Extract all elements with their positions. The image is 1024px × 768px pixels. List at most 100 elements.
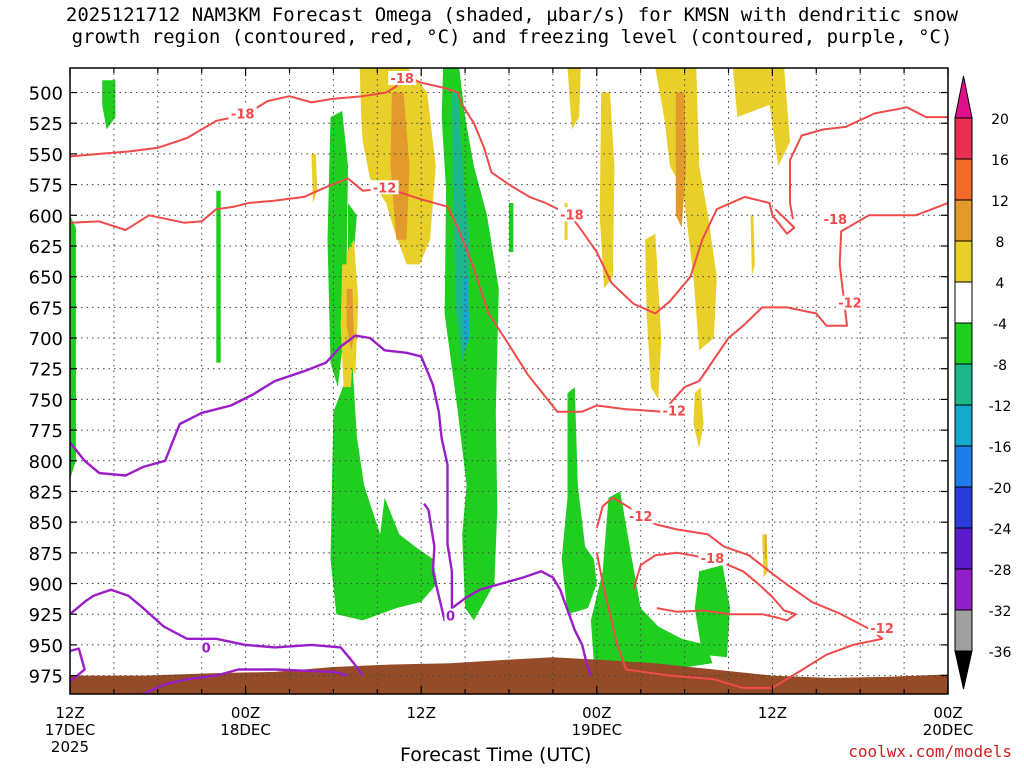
freezing-contour [142,668,349,694]
x-tick-label: 12Z [55,704,84,722]
y-axis-ticks: 500 525 550 575 600 625 650 675 700 725 750 775 800 8… [29,84,948,688]
contour-label-bg [370,180,399,195]
omega-region [590,491,713,670]
grid-lines [70,68,948,694]
omega-region [675,92,687,228]
freezing-contour [70,588,364,677]
colorbar-band [954,486,973,529]
dgz-contour-label: -18 [231,108,255,123]
x-tick-label: 19DEC [572,721,623,739]
omega-region [70,215,76,480]
omega-region [599,92,615,289]
title-line-2: growth region (contoured, red, °C) and f… [71,26,953,48]
freezing-contour [70,647,86,683]
y-tick-label: 525 [29,114,63,135]
dgz-contour-label: -12 [629,510,653,525]
colorbar-label: -24 [989,522,1012,538]
colorbar-label: -36 [989,645,1012,661]
contour-labels: -18 -18 -12 -18 -18 -12 -12 -12 -18 -12 0 0 [200,71,897,657]
colorbar-band [954,363,973,406]
freezing-contour-label: 0 [202,642,211,657]
contour-label-bg [626,509,655,524]
contour-label-bg [698,550,727,565]
x-tick-label: 00Z [231,704,260,722]
omega-region [330,362,438,621]
y-tick-label: 625 [29,237,63,258]
colorbar-label: 16 [991,153,1009,169]
colorbar-label: -12 [989,399,1012,415]
dgz-contour [70,177,948,413]
contour-label-bg [868,620,897,635]
y-tick-label: 550 [29,145,63,166]
y-tick-label: 650 [29,268,63,289]
y-tick-label: 500 [29,84,63,105]
y-tick-label: 950 [29,636,63,657]
dgz-contour-label: -12 [663,405,687,420]
contour-label-bg [388,71,417,86]
colorbar-label: 20 [991,112,1009,128]
colorbar-band [954,527,973,570]
x-tick-label: 12Z [407,704,436,722]
colorbar-band [954,568,973,611]
dgz-contour-label: -18 [824,213,848,228]
y-tick-label: 800 [29,452,63,473]
omega-region [645,233,662,400]
colorbar-band [954,609,973,652]
omega-region [765,534,767,559]
contour-label-bg [228,106,257,121]
contour-label-bg [835,295,864,310]
colorbar-label: -4 [993,317,1007,333]
colorbar-label: -8 [993,358,1007,374]
omega-region [567,68,581,130]
dgz-contour-label: -18 [701,552,725,567]
y-tick-label: 675 [29,298,63,319]
freezing-contour [451,570,593,676]
x-tick-label: 00Z [933,704,962,722]
x-tick-label: 18DEC [220,721,271,739]
colorbar-band [954,117,973,160]
y-tick-label: 575 [29,176,63,197]
omega-region [462,276,470,351]
colorbar-band [954,199,973,242]
chart-title: 2025121712 NAM3KM Forecast Omega (shaded… [0,4,1024,48]
dgz-contour-label: -12 [838,297,862,312]
title-line-1: 2025121712 NAM3KM Forecast Omega (shaded… [65,4,959,26]
x-tick-label: 20DEC [923,721,974,739]
y-tick-label: 975 [29,667,63,688]
dgz-contour [789,106,948,220]
y-tick-label: 775 [29,421,63,442]
colorbar: 20 16 12 8 4 -4 -8 -12 -16 -20 -24 -28 -32 -36 [954,75,1012,690]
colorbar-label: 4 [996,276,1005,292]
freezing-contour [70,334,454,622]
x-tick-label: 2025 [51,738,89,756]
omega-region [561,387,597,615]
colorbar-label: -16 [989,440,1012,456]
contour-label-bg [660,403,689,418]
omega-region [346,288,354,351]
contour-label-bg [200,640,213,655]
colorbar-band [954,158,973,201]
contour-label-bg [557,207,586,222]
y-tick-label: 875 [29,544,63,565]
colorbar-top-extension [954,75,973,119]
contour-label-bg [444,608,457,623]
dgz-contour-label: -18 [560,208,584,223]
omega-shading [70,68,790,670]
omega-region [390,92,410,240]
colorbar-label: -32 [989,604,1012,620]
colorbar-label: -20 [989,481,1012,497]
y-tick-label: 925 [29,605,63,626]
colorbar-band [954,281,973,324]
omega-region [509,203,514,253]
x-tick-label: 17DEC [45,721,96,739]
y-tick-label: 725 [29,360,63,381]
colorbar-label: -28 [989,563,1012,579]
y-tick-label: 850 [29,513,63,534]
x-tick-label: 12Z [758,704,787,722]
colorbar-label: 8 [996,235,1005,251]
credit-text: coolwx.com/models [848,742,1012,761]
omega-region [655,68,717,351]
colorbar-band [954,404,973,447]
